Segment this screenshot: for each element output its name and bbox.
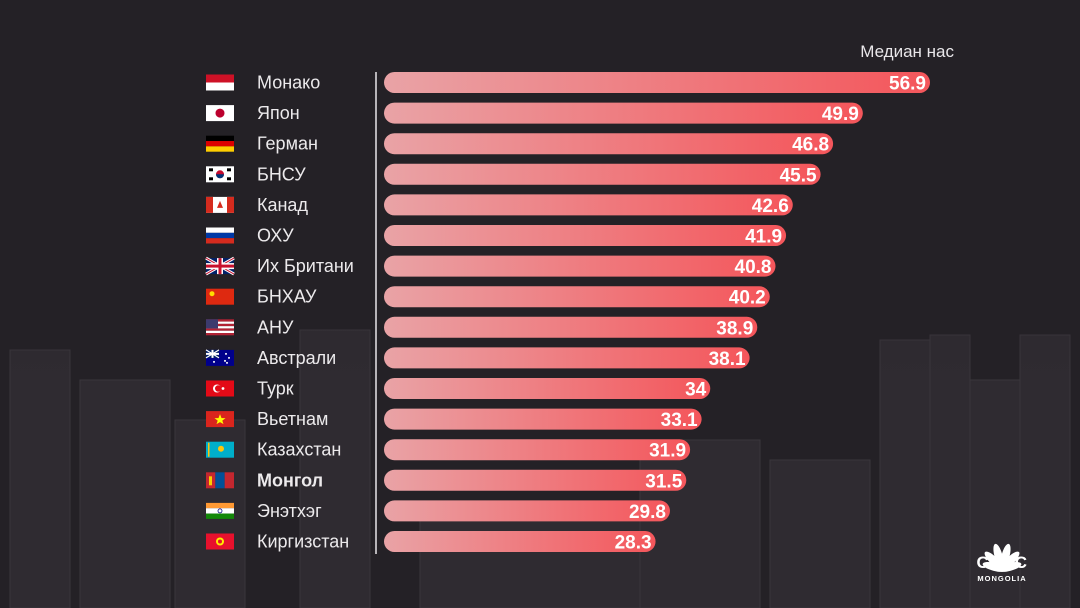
bar: [384, 133, 834, 155]
bar: [384, 72, 930, 93]
bar-value-label: 41.9: [745, 227, 782, 248]
bar: [384, 194, 793, 216]
australia-flag: [205, 349, 234, 366]
bar: [384, 408, 702, 430]
category-label: Австрали: [257, 348, 336, 368]
monaco-flag: [206, 74, 234, 91]
peacock-icon: [982, 543, 1022, 572]
japan-flag: [206, 105, 234, 122]
bar-value-label: 31.5: [645, 471, 682, 492]
bar-value-label: 29.8: [629, 502, 666, 523]
bar: [384, 316, 758, 338]
bar: [384, 500, 670, 522]
canada-flag: [206, 196, 234, 213]
bar: [384, 163, 821, 185]
category-label: Турк: [257, 379, 294, 399]
bar: [384, 286, 770, 308]
category-label: ОХУ: [257, 226, 294, 246]
chart-subtitle: Медиан нас: [860, 42, 954, 61]
category-label: БНХАУ: [257, 287, 317, 307]
germany-flag: [206, 135, 234, 152]
category-label: БНСУ: [257, 164, 306, 184]
russia-flag: [206, 227, 234, 244]
bar: [384, 469, 687, 491]
bar-value-label: 40.2: [729, 288, 766, 309]
mongolia-flag: [206, 472, 234, 489]
bar-value-label: 42.6: [752, 196, 789, 217]
bar-value-label: 38.9: [716, 318, 753, 339]
bar-value-label: 33.1: [661, 410, 698, 431]
bar-value-label: 38.1: [709, 349, 746, 370]
kyrgyzstan-flag: [206, 533, 234, 550]
bar-value-label: 56.9: [889, 74, 926, 95]
bar-value-label: 40.8: [735, 257, 772, 278]
bar: [384, 255, 776, 277]
category-label: Вьетнам: [257, 409, 328, 429]
category-label: Канад: [257, 195, 308, 215]
bar-value-label: 46.8: [792, 135, 829, 156]
south-korea-flag: [206, 166, 234, 183]
category-label: Герман: [257, 134, 318, 154]
bar-value-label: 28.3: [615, 533, 652, 554]
category-label: Монгол: [257, 470, 323, 490]
category-label: Киргизстан: [257, 532, 349, 552]
brand-logo-sub: MONGOLIA: [977, 574, 1027, 583]
category-label: Их Британи: [257, 256, 354, 276]
turkey-flag: [206, 380, 234, 397]
uk-flag: [205, 256, 235, 276]
bar: [384, 531, 656, 552]
category-label: Монако: [257, 73, 320, 93]
bar-value-label: 49.9: [822, 104, 859, 125]
bar: [384, 102, 863, 124]
india-flag: [206, 502, 234, 519]
category-label: Энэтхэг: [257, 501, 322, 521]
kazakhstan-flag: [206, 441, 234, 458]
china-flag: [206, 288, 234, 305]
bar: [384, 378, 711, 399]
vietnam-flag: [206, 411, 234, 428]
bar-value-label: 34: [685, 380, 707, 401]
brand-logo-text: CNBC: [976, 553, 1028, 572]
usa-flag: [206, 319, 234, 336]
category-label: Казахстан: [257, 440, 341, 460]
bar: [384, 225, 787, 246]
bar-value-label: 31.9: [649, 441, 686, 462]
bar: [384, 347, 750, 369]
bar: [384, 439, 691, 461]
category-label: Япон: [257, 103, 300, 123]
bar-value-label: 45.5: [780, 165, 817, 186]
category-label: АНУ: [257, 317, 294, 337]
